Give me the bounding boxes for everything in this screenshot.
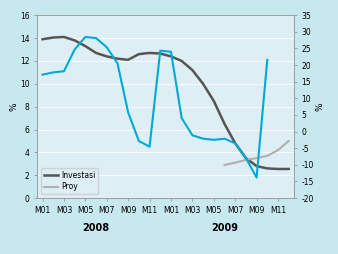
- Investasi: [265, 167, 269, 170]
- Proy: [255, 156, 259, 160]
- Investasi: [137, 53, 141, 56]
- Investasi: [83, 45, 87, 48]
- Investasi: [244, 156, 248, 160]
- Proy: [244, 158, 248, 161]
- Investasi: [51, 36, 55, 39]
- Investasi: [276, 167, 280, 170]
- Investasi: [190, 69, 194, 72]
- Investasi: [287, 167, 291, 170]
- Investasi: [201, 82, 205, 85]
- Investasi: [126, 58, 130, 61]
- Investasi: [158, 52, 162, 55]
- Proy: [222, 164, 226, 167]
- Investasi: [115, 57, 120, 60]
- Proy: [233, 161, 237, 164]
- Y-axis label: %: %: [9, 102, 19, 111]
- Investasi: [73, 39, 77, 42]
- Text: 2008: 2008: [82, 223, 110, 233]
- Proy: [276, 149, 280, 152]
- Investasi: [169, 55, 173, 58]
- Investasi: [41, 38, 45, 41]
- Proy: [265, 154, 269, 157]
- Investasi: [233, 142, 237, 145]
- Investasi: [105, 55, 109, 58]
- Investasi: [255, 165, 259, 168]
- Investasi: [212, 100, 216, 103]
- Investasi: [94, 51, 98, 55]
- Line: Investasi: Investasi: [43, 37, 289, 169]
- Investasi: [147, 51, 151, 55]
- Legend: Investasi, Proy: Investasi, Proy: [41, 168, 98, 194]
- Investasi: [180, 59, 184, 62]
- Text: 2009: 2009: [211, 223, 238, 233]
- Investasi: [62, 36, 66, 39]
- Proy: [287, 139, 291, 142]
- Line: Proy: Proy: [224, 141, 289, 165]
- Y-axis label: %: %: [315, 102, 324, 111]
- Investasi: [222, 122, 226, 125]
